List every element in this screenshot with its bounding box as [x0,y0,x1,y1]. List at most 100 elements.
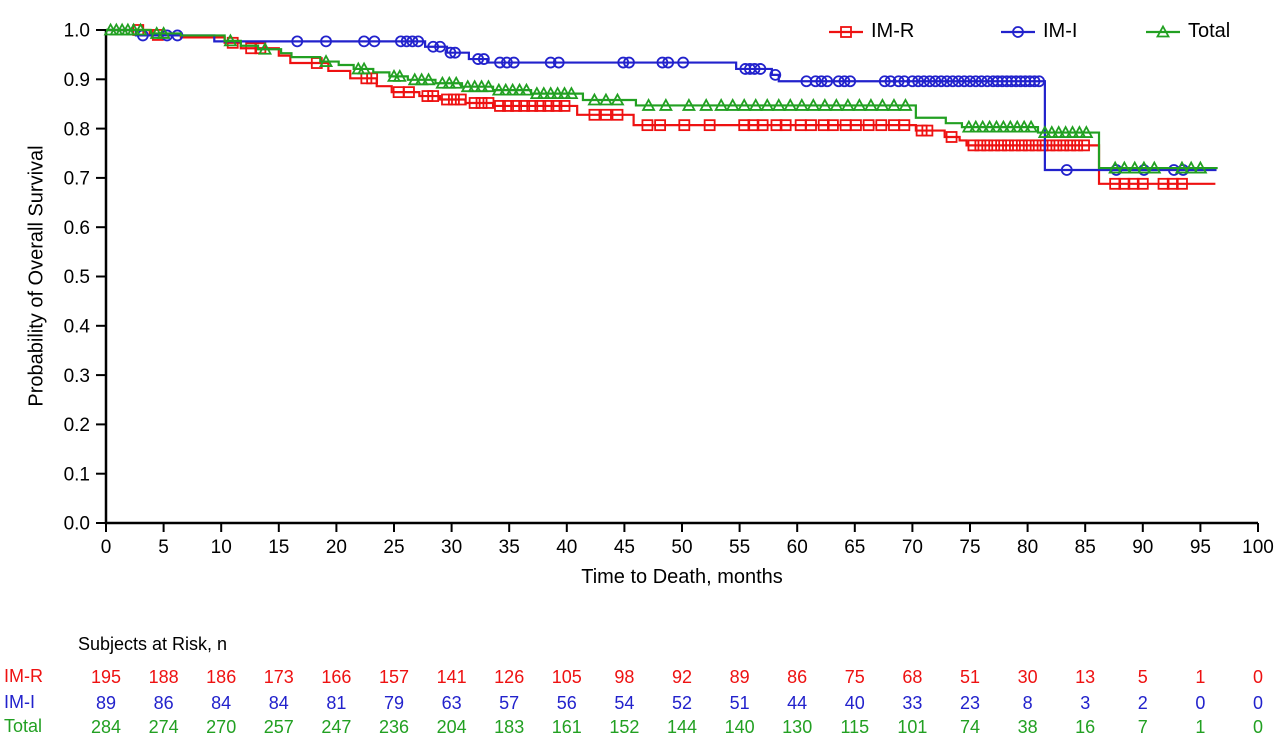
censor-triangle-icon [1058,125,1073,138]
risk-count: 74 [960,717,980,737]
x-tick-label: 60 [787,537,808,558]
censor-triangle-icon [149,26,164,39]
censor-triangle-icon [863,98,878,111]
censor-square-icon [945,131,958,143]
censor-triangle-icon [875,98,890,111]
censor-square-icon [756,119,769,132]
censor-triangle-icon [1010,119,1025,133]
risk-count: 8 [1023,693,1033,713]
risk-count: 3 [1080,693,1090,713]
censor-circle-icon [844,75,857,88]
censor-square-icon [921,124,934,137]
censor-triangle-icon [223,33,238,47]
x-tick-label: 40 [556,537,577,558]
risk-count: 33 [902,693,922,713]
risk-row-label-im-i: IM-I [4,692,35,712]
risk-count: 126 [494,667,524,687]
censor-circle-icon [809,75,822,88]
censor-triangle-icon [840,98,855,111]
censor-square-icon [526,100,539,112]
risk-count: 51 [960,667,980,687]
x-tick-label: 90 [1132,537,1153,558]
censor-triangle-icon [783,98,798,111]
survival-curve-total [106,28,1218,170]
risk-count: 236 [379,717,409,737]
risk-count: 84 [211,693,231,713]
censor-square-icon [641,119,654,132]
censor-circle-icon [918,75,930,88]
risk-count: 52 [672,693,692,713]
censor-square-icon [542,100,555,112]
risk-count: 0 [1253,717,1263,737]
censor-triangle-icon [817,98,832,111]
risk-count: 79 [384,693,404,713]
censor-triangle-icon [598,92,613,106]
risk-count: 54 [614,693,634,713]
risk-row-im-i: 89 86 84 84 81 79 63 57 56 54 52 51 44 40 33 23 8 3 2 0 0 [96,693,1263,713]
risk-count: 86 [154,693,174,713]
censor-square-icon [448,93,460,106]
censor-square-icon [1050,139,1063,152]
risk-count: 40 [845,693,865,713]
risk-count: 23 [960,693,980,713]
x-axis-title: Time to Death, months [581,566,783,588]
legend: IM-R IM-I Total [0,20,1280,44]
censor-circle-icon [941,75,953,88]
censor-square-icon [534,100,547,112]
censor-triangle-icon [1017,119,1032,133]
risk-count: 56 [557,693,577,713]
censor-square-icon [1176,177,1188,190]
censor-circle-icon [412,35,425,48]
censor-circle-icon [477,53,490,65]
censor-square-icon [588,108,601,121]
legend-item-im-i: IM-I [1000,20,1077,43]
censor-triangle-icon [1147,160,1162,174]
censor-circle-icon [912,75,925,88]
censor-circle-icon [544,56,557,69]
censor-square-icon [468,97,481,109]
censor-triangle-icon [442,75,457,89]
censor-triangle-icon [460,79,475,93]
risk-count: 63 [442,693,462,713]
censor-triangle-icon [257,41,272,55]
censor-triangle-icon [498,82,513,96]
censor-square-icon [1078,139,1090,152]
censor-square-icon [403,86,415,99]
censor-triangle-icon [1117,160,1132,174]
censor-square-icon [875,119,888,132]
risk-count: 274 [149,717,179,737]
censor-circle-icon [656,56,669,69]
censor-square-icon [427,90,440,102]
y-tick-label: 0.0 [64,514,90,535]
censor-triangle-icon [481,79,496,93]
censor-circle-icon [769,68,782,81]
risk-count: 1 [1195,667,1205,687]
censor-triangle-icon [658,98,673,111]
risk-count: 7 [1138,717,1148,737]
censor-square-icon [475,97,488,109]
x-tick-label: 55 [729,537,750,558]
y-tick-label: 0.6 [64,218,90,239]
censor-square-icon [1002,139,1014,152]
legend-label-total: Total [1188,20,1231,42]
risk-count: 161 [552,717,582,737]
censor-triangle-icon [1037,125,1052,138]
censor-circle-icon [494,56,506,69]
x-tick-label: 80 [1017,537,1038,558]
censor-circle-icon [898,75,911,88]
censor-triangle-icon [519,82,534,96]
censor-square-icon [988,139,1001,152]
censor-square-icon [827,119,839,132]
censor-circle-icon [552,56,565,69]
risk-count: 84 [269,693,289,713]
x-tick-label: 95 [1190,537,1211,558]
censor-triangle-icon [133,22,148,36]
censor-square-icon [454,93,467,106]
censor-square-icon [1057,139,1070,152]
censor-square-icon [1064,139,1077,152]
risk-count: 13 [1075,667,1095,687]
risk-table-header: Subjects at Risk, n [78,634,228,654]
censor-triangle-icon [357,61,372,75]
y-tick-label: 1.0 [64,21,90,42]
